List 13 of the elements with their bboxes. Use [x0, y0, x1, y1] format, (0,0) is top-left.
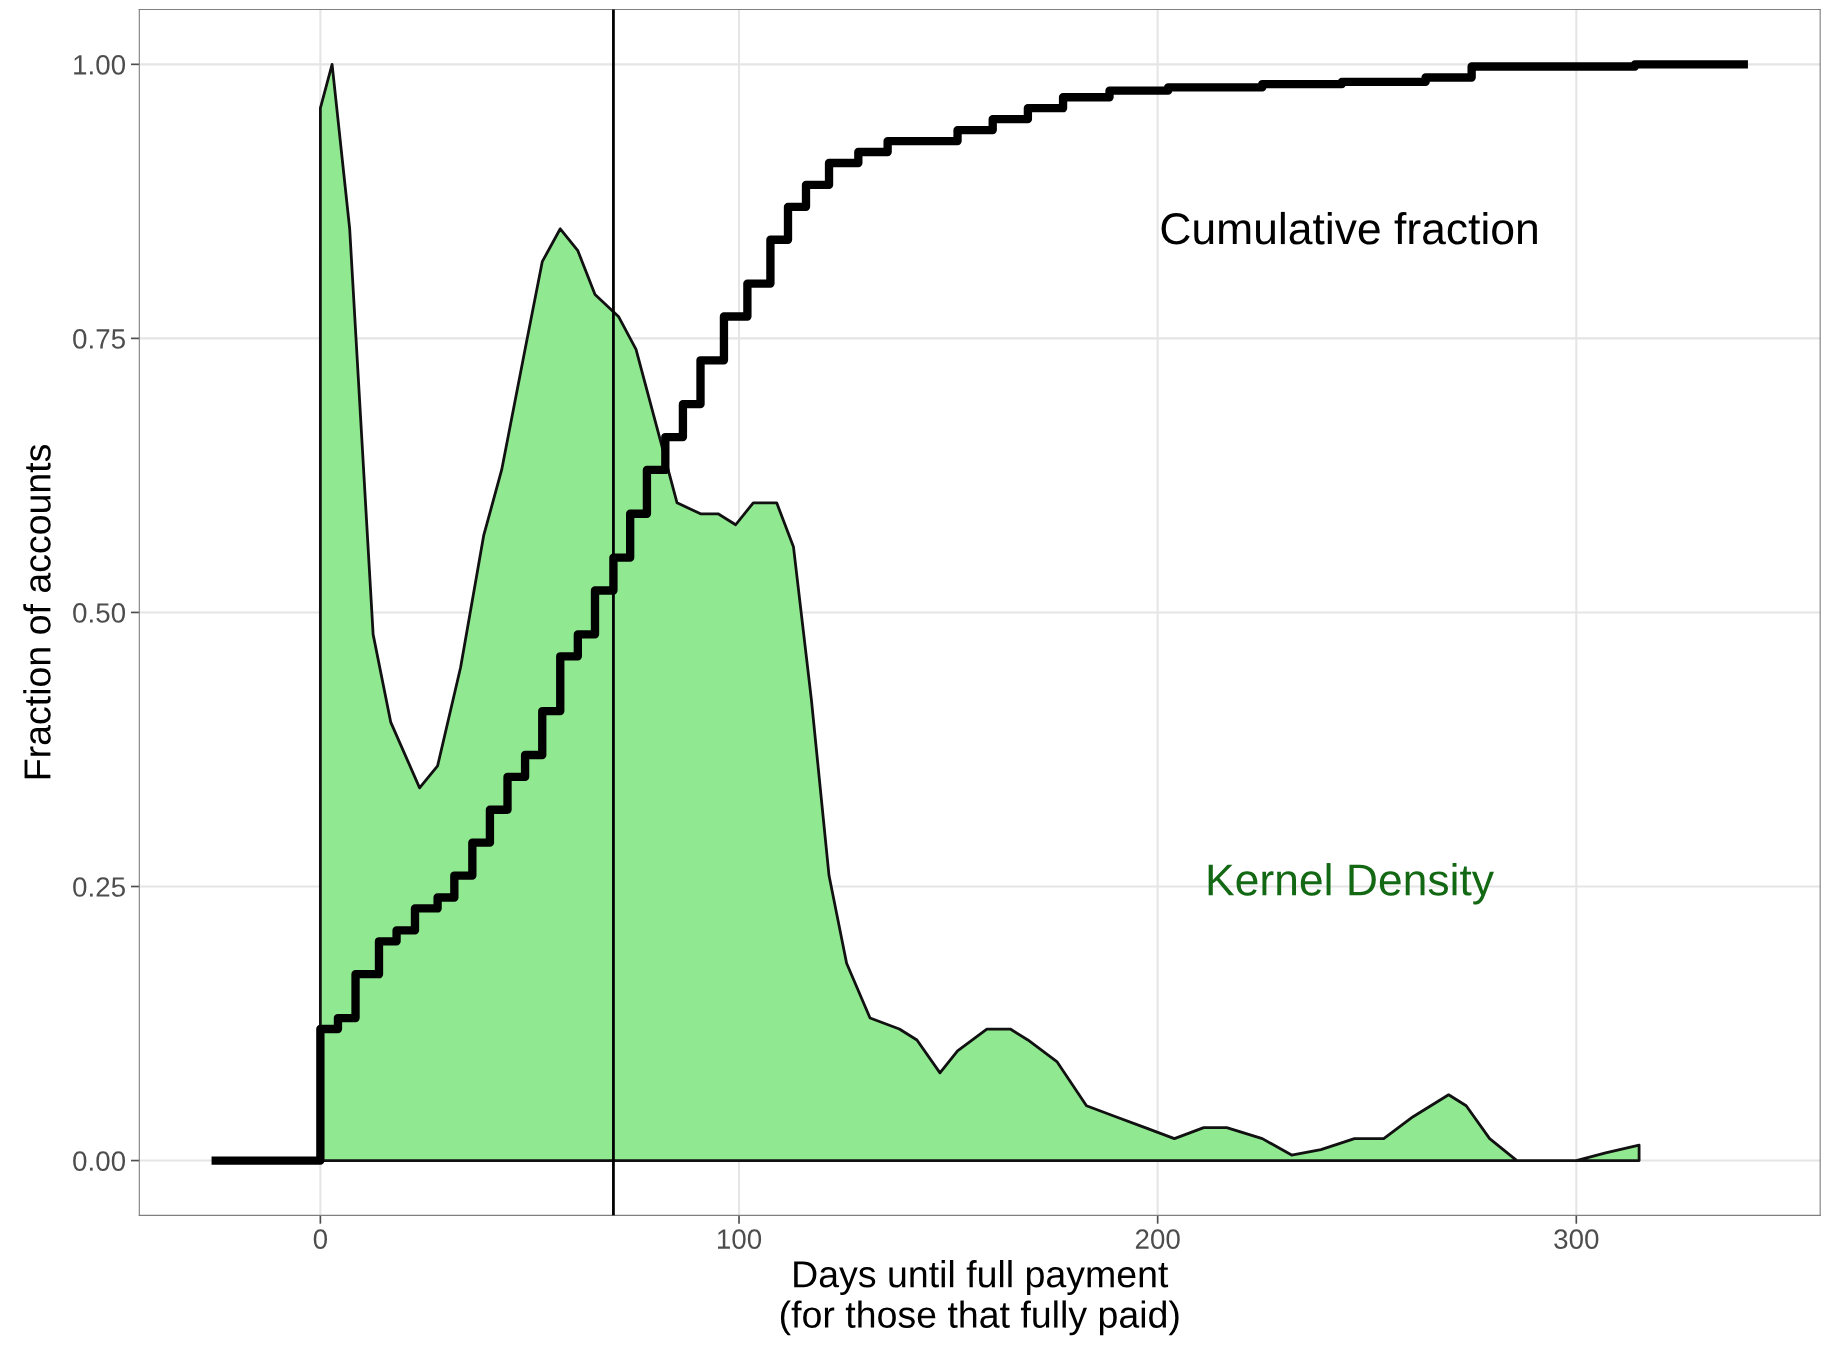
y-tick-label: 0.50 — [73, 603, 126, 623]
x-axis-title: Days until full payment (for those that fully paid) — [780, 1260, 1179, 1336]
y-tick-label: 1.00 — [74, 55, 126, 75]
x-tick-label: 200 — [1135, 1229, 1180, 1249]
annotation: Kernel Density — [1208, 863, 1494, 905]
y-tick-label: 0.25 — [73, 877, 125, 897]
annotation: Cumulative fraction — [1161, 211, 1537, 245]
x-tick-label: 300 — [1554, 1229, 1599, 1249]
y-axis-title: Fraction of accounts — [23, 444, 51, 779]
y-tick-label: 0.75 — [73, 329, 125, 349]
x-tick-label: 100 — [717, 1229, 762, 1249]
x-tick-label: 0 — [313, 1229, 328, 1249]
y-tick-label: 0.00 — [73, 1151, 126, 1171]
